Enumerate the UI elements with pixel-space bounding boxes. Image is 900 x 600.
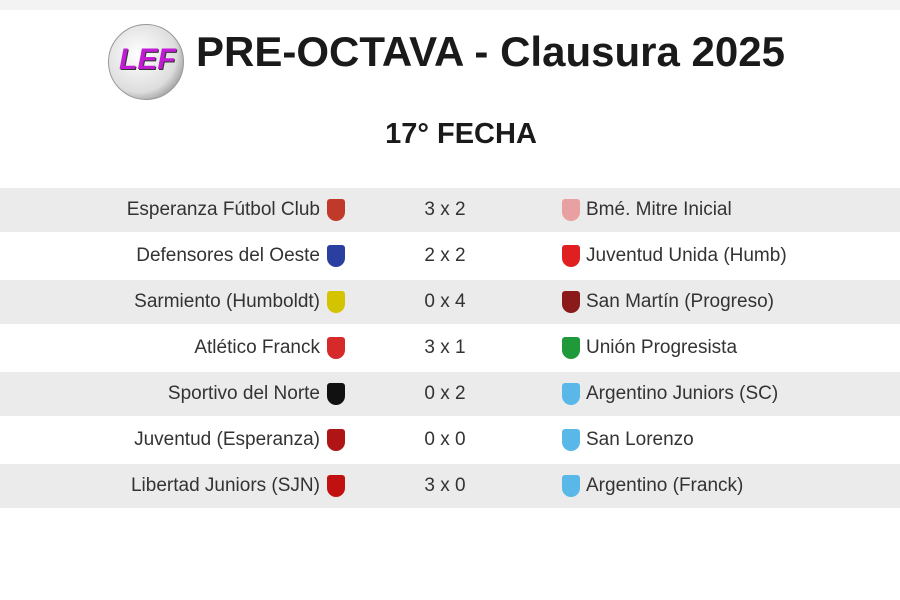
home-team-crest-icon <box>327 429 345 451</box>
away-team: San Martín (Progreso) <box>586 291 774 312</box>
round-title: 17° FECHA <box>385 118 537 150</box>
home-team-crest-icon <box>327 383 345 405</box>
match-row: Sarmiento (Humboldt) 0 x 4 San Martín (P… <box>0 280 900 326</box>
top-bar <box>0 0 900 10</box>
results-table: Esperanza Fútbol Club 3 x 2 Bmé. Mitre I… <box>0 188 900 510</box>
logo-text: LEF <box>119 43 176 76</box>
home-team: Defensores del Oeste <box>136 245 320 266</box>
home-team-crest-icon <box>327 337 345 359</box>
match-row: Atlético Franck 3 x 1 Unión Progresista <box>0 326 900 372</box>
away-team: Bmé. Mitre Inicial <box>586 199 732 220</box>
home-team-crest-icon <box>327 245 345 267</box>
home-team-crest-icon <box>327 475 345 497</box>
away-team-crest-icon <box>562 199 580 221</box>
away-team: Argentino (Franck) <box>586 475 744 496</box>
match-row: Libertad Juniors (SJN) 3 x 0 Argentino (… <box>0 464 900 510</box>
home-team: Esperanza Fútbol Club <box>126 199 320 220</box>
league-logo: LEF <box>108 24 184 100</box>
match-score: 3 x 2 <box>424 199 466 220</box>
away-team-crest-icon <box>562 291 580 313</box>
away-team: Juventud Unida (Humb) <box>586 245 787 266</box>
match-score: 3 x 0 <box>424 475 466 496</box>
match-score: 3 x 1 <box>424 337 466 358</box>
match-score: 0 x 4 <box>424 291 466 312</box>
away-team: Argentino Juniors (SC) <box>586 383 779 404</box>
home-team-crest-icon <box>327 291 345 313</box>
away-team-crest-icon <box>562 383 580 405</box>
match-score: 0 x 0 <box>424 429 466 450</box>
home-team-crest-icon <box>327 199 345 221</box>
away-team: Unión Progresista <box>586 337 738 358</box>
match-row: Sportivo del Norte 0 x 2 Argentino Junio… <box>0 372 900 418</box>
match-row: Defensores del Oeste 2 x 2 Juventud Unid… <box>0 234 900 280</box>
home-team: Atlético Franck <box>194 337 320 358</box>
match-score: 2 x 2 <box>424 245 466 266</box>
away-team-crest-icon <box>562 429 580 451</box>
match-row: Esperanza Fútbol Club 3 x 2 Bmé. Mitre I… <box>0 188 900 234</box>
home-team: Libertad Juniors (SJN) <box>130 475 320 496</box>
home-team: Sarmiento (Humboldt) <box>134 291 320 312</box>
match-score: 0 x 2 <box>424 383 466 404</box>
home-team: Sportivo del Norte <box>167 383 320 404</box>
home-team: Juventud (Esperanza) <box>134 429 320 450</box>
away-team-crest-icon <box>562 475 580 497</box>
away-team: San Lorenzo <box>586 429 694 450</box>
away-team-crest-icon <box>562 245 580 267</box>
away-team-crest-icon <box>562 337 580 359</box>
match-row: Juventud (Esperanza) 0 x 0 San Lorenzo <box>0 418 900 464</box>
page-title: PRE-OCTAVA - Clausura 2025 <box>196 28 785 75</box>
